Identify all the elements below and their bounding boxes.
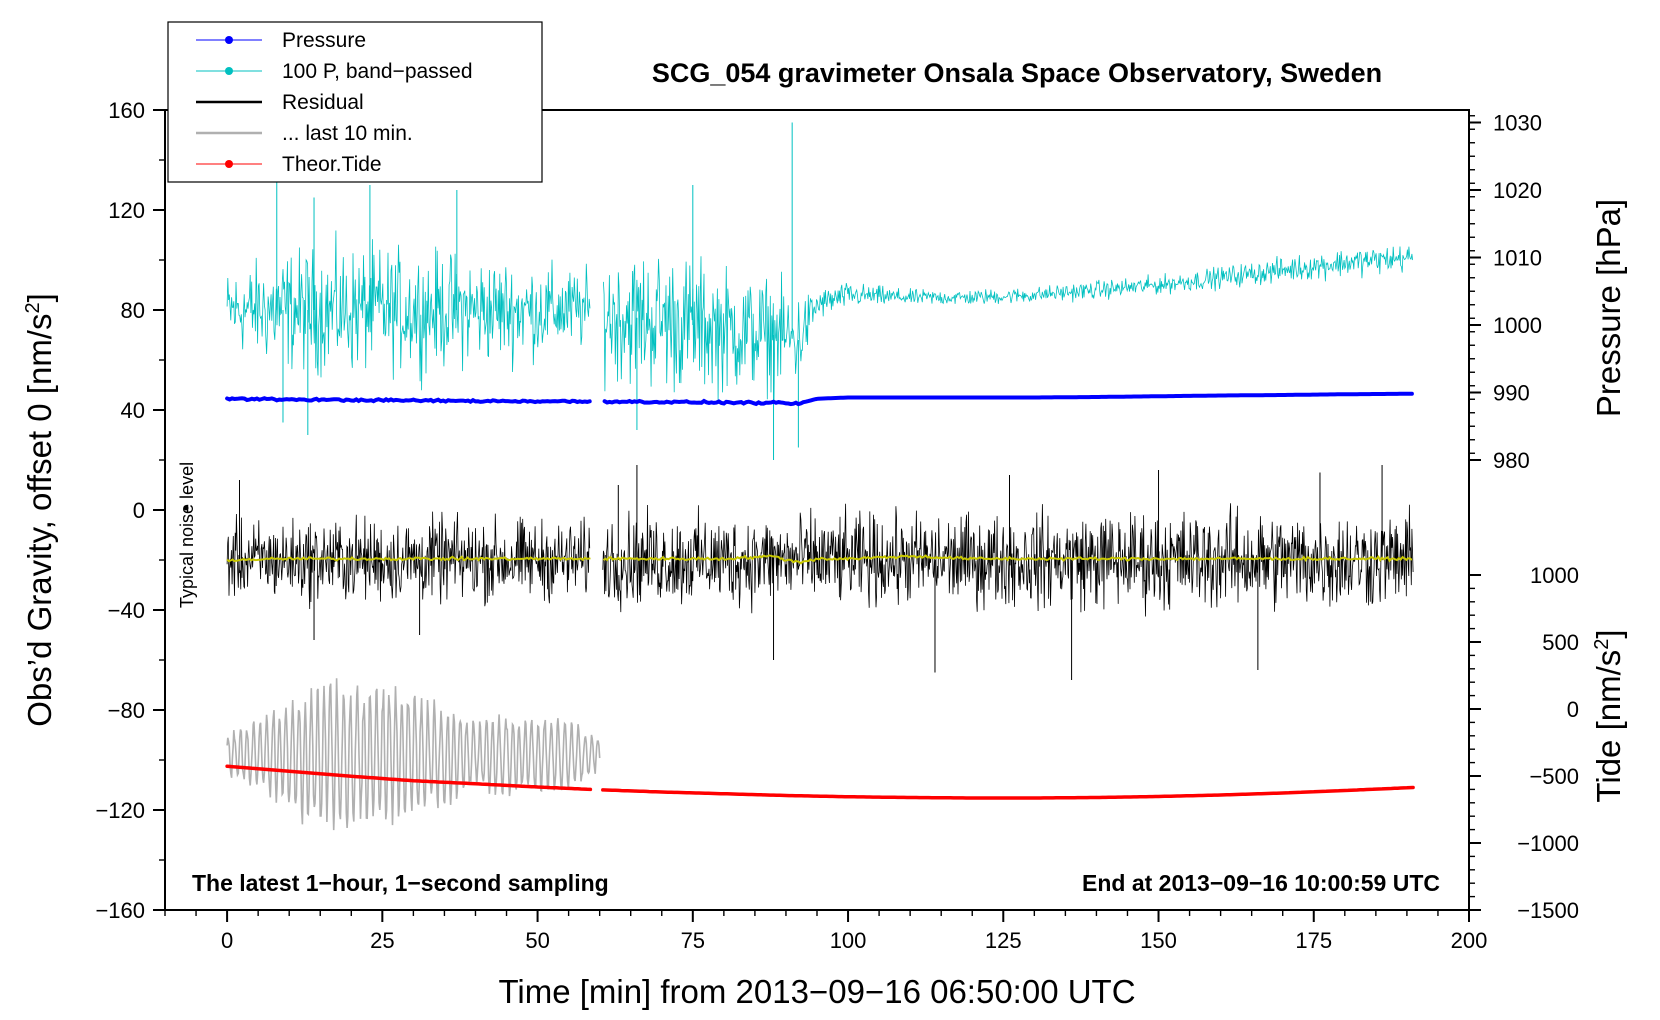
tide-tick-label--1000: −1000 [1517, 831, 1579, 856]
noise-level-line-1 [602, 554, 1413, 565]
y-tick-label-160: 160 [108, 98, 145, 123]
tide-axis-ticks: −1500 −1000 −500 0 500 1000 [1469, 563, 1579, 923]
pressure-tick-label-1030: 1030 [1493, 111, 1542, 136]
x-tick-label-0: 0 [221, 928, 233, 953]
legend: Pressure 100 P, band−passed Residual ... la… [167, 21, 543, 183]
chart-title: SCG_054 gravimeter Onsala Space Observat… [652, 58, 1382, 88]
residual-layer [226, 465, 1414, 680]
legend-marker-0 [225, 36, 233, 44]
y-axis-label: Obs’d Gravity, offset 0 [nm/s2] [21, 293, 58, 727]
pressure-axis-ticks: 980 990 1000 1010 1020 1030 [1469, 111, 1542, 473]
tide-tick-label--1500: −1500 [1517, 898, 1579, 923]
annotation-sampling: The latest 1−hour, 1−second sampling [192, 870, 609, 896]
y-axis-ticks: −160 −120 −80 −40 0 40 80 120 160 [95, 98, 165, 923]
y-tick-label--40: −40 [108, 598, 145, 623]
band-passed-pressure-line-1 [603, 246, 1413, 403]
y-axis-label-sup: 2 [22, 302, 44, 313]
y-tick-label-0: 0 [133, 498, 145, 523]
legend-marker-1 [225, 67, 233, 75]
y-axis-label-close: ] [21, 293, 58, 302]
pressure-tick-label-980: 980 [1493, 448, 1530, 473]
legend-label-1: 100 P, band−passed [282, 60, 473, 83]
last-10-min-layer [226, 678, 601, 831]
x-tick-label-100: 100 [830, 928, 867, 953]
y-tick-label-120: 120 [108, 198, 145, 223]
annotation-noise-level: Typical noise level [177, 462, 197, 608]
legend-label-2: Residual [282, 91, 364, 114]
tide-line-1 [601, 785, 1415, 800]
y-tick-label--80: −80 [108, 698, 145, 723]
tide-axis-label: Tide [nm/s2] [1590, 629, 1627, 802]
noise-level-marker [183, 505, 189, 511]
tide-tick-label--500: −500 [1529, 764, 1579, 789]
tide-tick-label-1000: 1000 [1530, 563, 1579, 588]
x-tick-label-175: 175 [1295, 928, 1332, 953]
tide-axis-label-main: Tide [nm/s [1590, 650, 1627, 803]
x-tick-label-25: 25 [370, 928, 394, 953]
residual-line-0 [226, 511, 591, 610]
annotation-end-time: End at 2013−09−16 10:00:59 UTC [1082, 870, 1440, 896]
y-tick-label--160: −160 [95, 898, 145, 923]
pressure-tick-label-1000: 1000 [1493, 313, 1542, 338]
pressure-tick-label-1010: 1010 [1493, 246, 1542, 271]
x-tick-label-200: 200 [1451, 928, 1488, 953]
tide-axis-label-close: ] [1590, 629, 1627, 638]
pressure-line-1 [602, 391, 1414, 407]
x-axis-label: Time [min] from 2013−09−16 06:50:00 UTC [498, 973, 1135, 1010]
noise-level-line-0 [226, 555, 591, 563]
x-tick-label-50: 50 [525, 928, 549, 953]
pressure-line-0 [225, 396, 592, 405]
x-tick-label-75: 75 [681, 928, 705, 953]
y-tick-label-40: 40 [121, 398, 145, 423]
band-passed-pressure-line-0 [226, 230, 591, 391]
tide-axis-label-sup: 2 [1591, 639, 1613, 650]
y-tick-label-80: 80 [121, 298, 145, 323]
pressure-axis-label: Pressure [hPa] [1590, 199, 1627, 417]
theoretical-tide-layer [225, 764, 1415, 800]
last-10-min-line [226, 678, 601, 831]
legend-label-3: ... last 10 min. [282, 122, 413, 145]
legend-label-0: Pressure [282, 29, 366, 52]
tide-tick-label-0: 0 [1567, 697, 1579, 722]
pressure-tick-label-990: 990 [1493, 381, 1530, 406]
y-axis-label-main: Obs’d Gravity, offset 0 [nm/s [21, 314, 58, 727]
tide-line-0 [225, 764, 593, 792]
noise-level-layer [226, 554, 1413, 565]
pressure-tick-label-1020: 1020 [1493, 178, 1542, 203]
y-tick-label--120: −120 [95, 798, 145, 823]
x-tick-label-150: 150 [1140, 928, 1177, 953]
tide-tick-label-500: 500 [1542, 630, 1579, 655]
x-axis-ticks: 0 25 50 75 100 125 150 175 200 [164, 910, 1488, 953]
legend-label-4: Theor.Tide [282, 153, 382, 176]
x-tick-label-125: 125 [985, 928, 1022, 953]
band-passed-pressure-layer [226, 122, 1413, 460]
pressure-layer [225, 391, 1414, 407]
legend-marker-4 [225, 160, 233, 168]
